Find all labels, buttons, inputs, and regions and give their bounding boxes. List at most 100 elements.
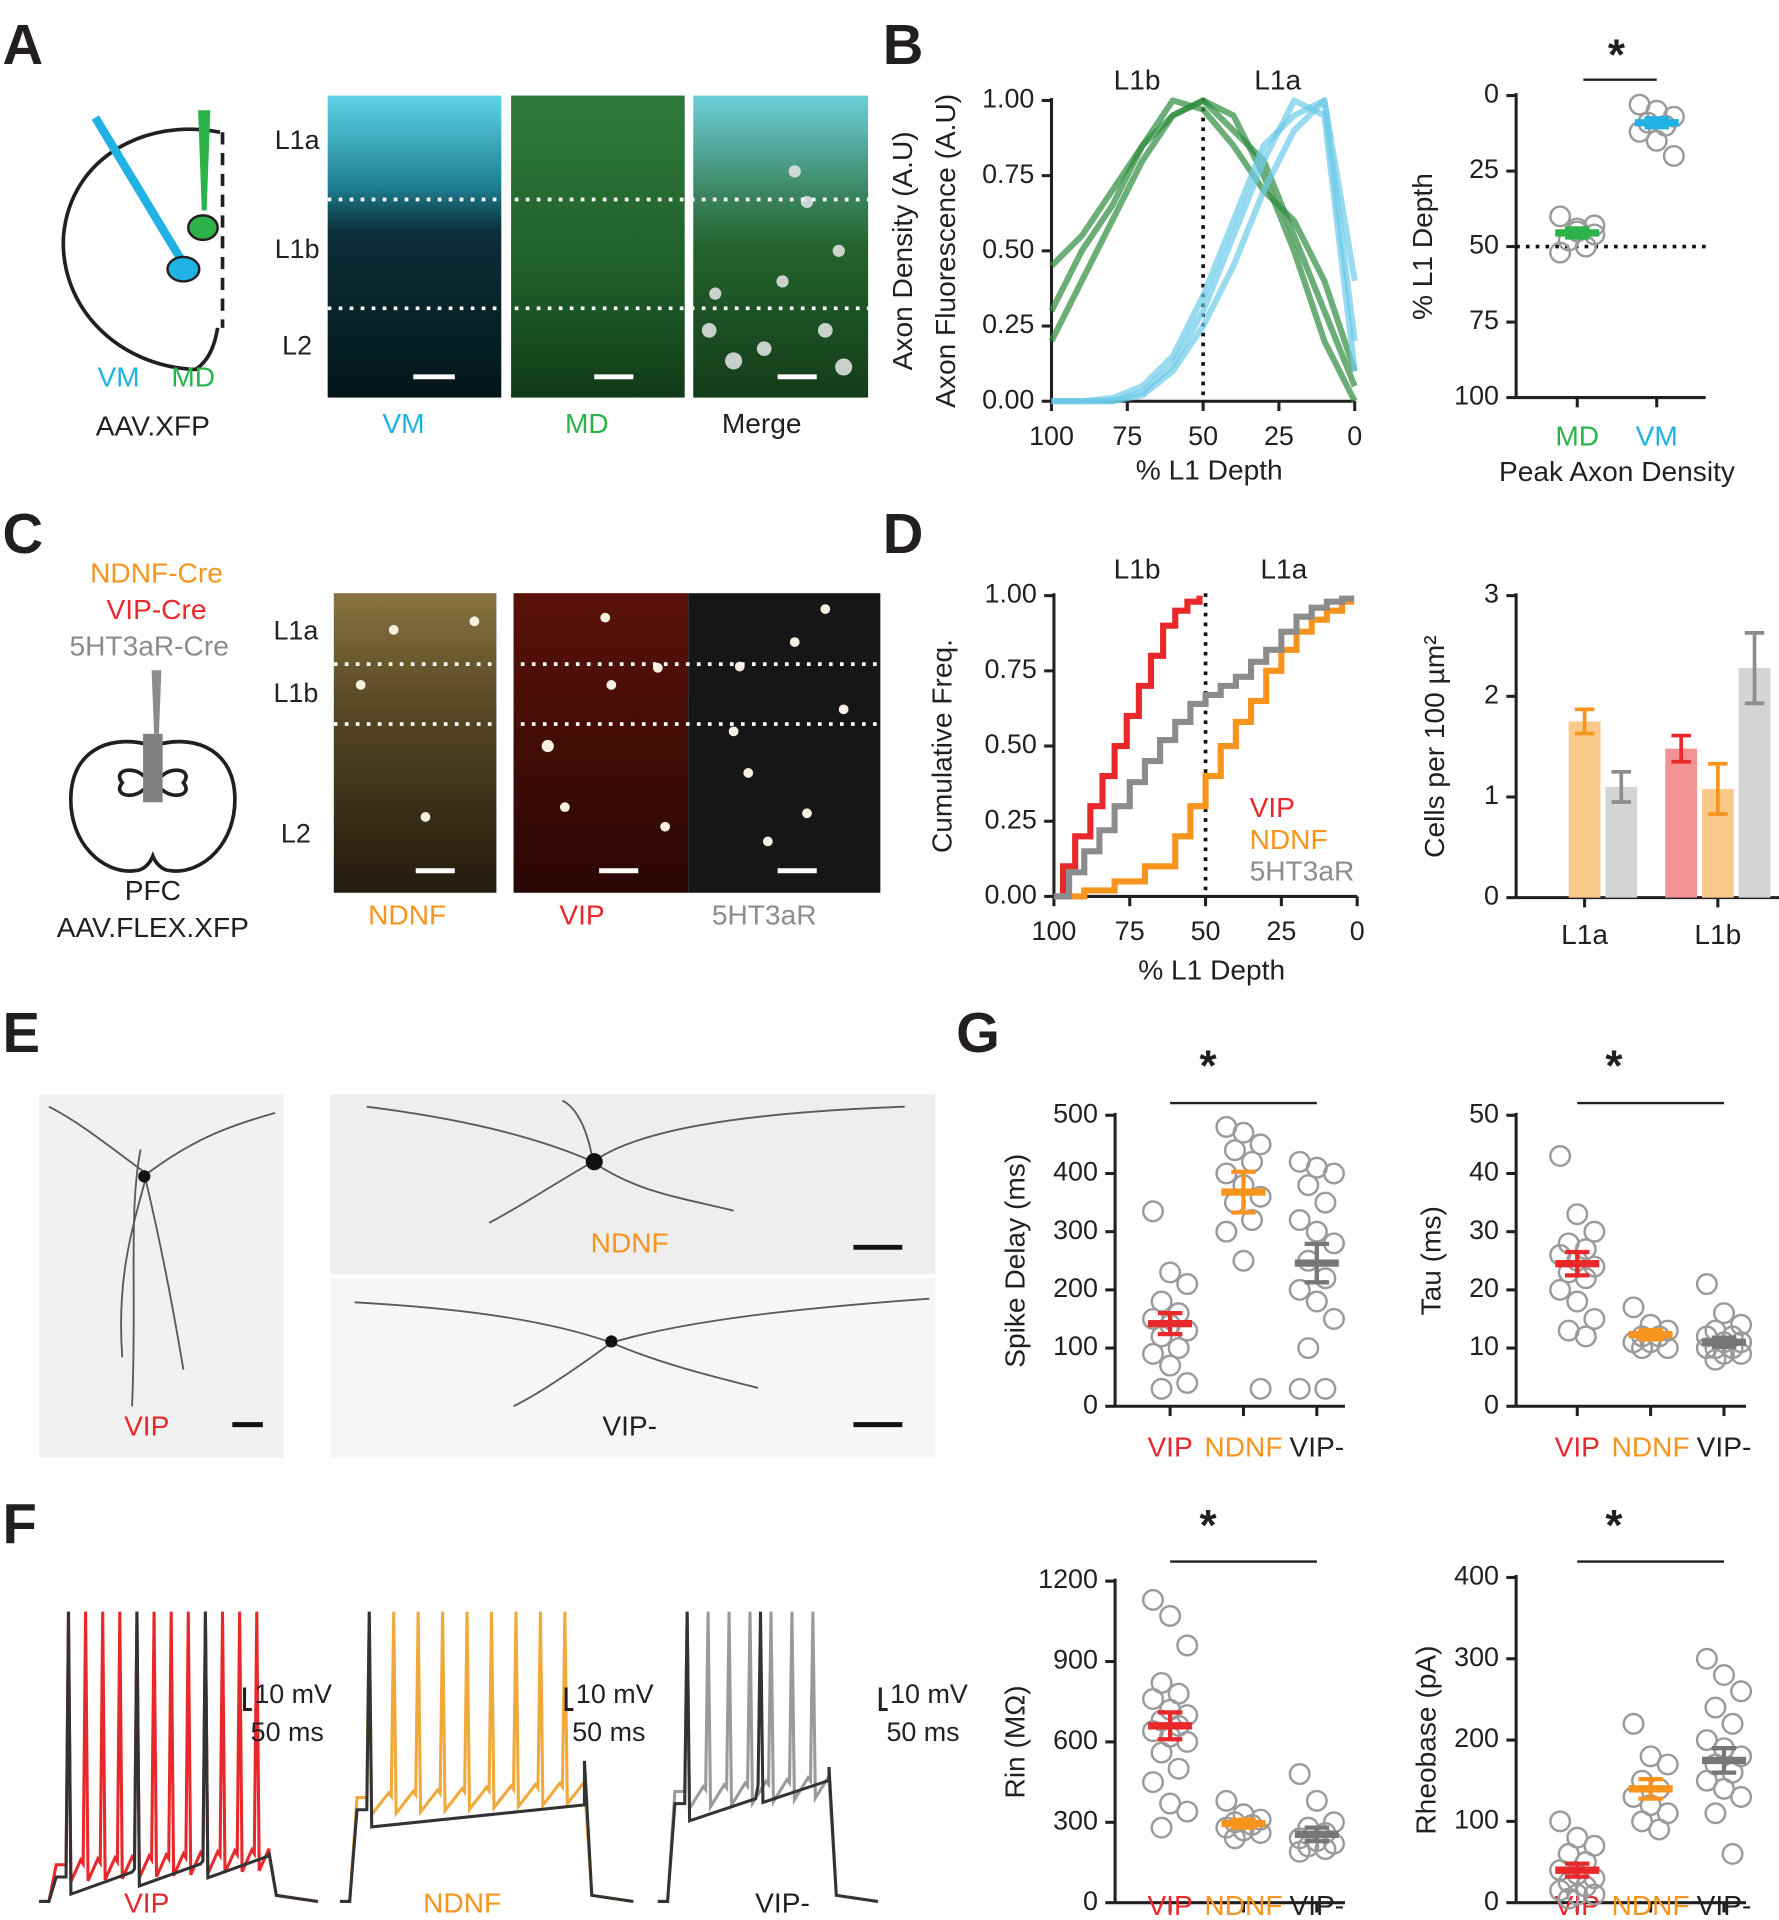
scale-label: 50 ms	[886, 1717, 959, 1747]
legend-label: VIP	[1250, 792, 1295, 823]
y-axis-label: Cells per 100 µm²	[1419, 635, 1450, 857]
significance-star: *	[1608, 30, 1626, 79]
data-point	[1730, 1680, 1753, 1703]
micrograph	[513, 593, 689, 893]
data-point	[1322, 1307, 1345, 1330]
data-line	[1049, 97, 1358, 388]
error-bar	[1644, 116, 1669, 130]
y-tick-label: 600	[1053, 1725, 1098, 1755]
micrograph	[688, 593, 881, 893]
data-point	[1721, 1842, 1744, 1865]
data-point	[1314, 1377, 1337, 1400]
y-tick-label: 50	[1469, 230, 1499, 260]
error-bar	[1231, 1169, 1256, 1215]
image-label: 5HT3aR	[712, 900, 817, 931]
data-point	[1288, 1377, 1311, 1400]
image-label: Merge	[722, 408, 802, 439]
morphology-images	[39, 1094, 936, 1458]
data-point	[1557, 1887, 1580, 1910]
y-tick-label: 0.25	[985, 804, 1037, 834]
data-point	[1241, 1150, 1264, 1173]
x-tick-label: VIP	[1147, 1890, 1192, 1920]
y-axis-label: Cumulative Freq.	[926, 639, 957, 853]
data-point	[1648, 1818, 1671, 1841]
data-point	[1549, 205, 1572, 228]
step-line	[1053, 595, 1355, 900]
image-label: NDNF	[591, 1227, 669, 1258]
data-point	[1241, 1209, 1264, 1232]
data-point	[1549, 1278, 1572, 1301]
y-tick-label: 400	[1053, 1157, 1098, 1187]
voltage-trace	[657, 1611, 879, 1903]
data-point	[1150, 1816, 1173, 1839]
layer-label: L2	[281, 818, 311, 848]
data-point	[1150, 1377, 1173, 1400]
data-point	[1695, 1647, 1718, 1670]
x-tick-label: NDNF	[1612, 1431, 1690, 1462]
error-bar	[1711, 1746, 1737, 1775]
x-tick-label: VIP-	[1289, 1431, 1344, 1462]
trace-label: VIP-	[755, 1888, 810, 1919]
y-tick-label: 1200	[1038, 1564, 1098, 1594]
x-tick-label: VM	[1636, 420, 1678, 451]
error-bar	[1638, 1327, 1663, 1342]
micrograph	[333, 593, 497, 893]
y-tick-label: 0.00	[985, 880, 1037, 910]
y-axis-label: Spike Delay (ms)	[1000, 1154, 1031, 1368]
data-point	[1215, 1220, 1238, 1243]
y-tick-label: 0.25	[982, 309, 1034, 339]
micrograph	[327, 95, 502, 398]
data-point	[1288, 1209, 1311, 1232]
data-point	[1167, 1337, 1190, 1360]
y-tick-label: 400	[1454, 1561, 1499, 1591]
y-tick-label: 100	[1053, 1331, 1098, 1361]
image-label: VIP	[559, 900, 604, 931]
error-bar	[1611, 769, 1632, 804]
error-bar	[1157, 1311, 1183, 1337]
image-label: VIP-	[602, 1411, 657, 1442]
panel-letter: D	[883, 502, 924, 565]
y-tick-label: 0	[1083, 1886, 1098, 1916]
error-bar	[1638, 1776, 1663, 1801]
region-label: PFC	[125, 875, 181, 906]
data-point	[1305, 1290, 1328, 1313]
data-point	[1141, 1200, 1164, 1223]
bar	[1738, 668, 1771, 898]
voltage-trace	[39, 1611, 319, 1903]
error-bar	[1565, 1861, 1590, 1879]
layer-label: L1a	[273, 615, 318, 645]
significance-star: *	[1605, 1501, 1623, 1550]
x-tick-label: NDNF	[1204, 1890, 1282, 1920]
y-tick-label: 0.75	[985, 654, 1037, 684]
x-tick-label: 0	[1350, 916, 1365, 946]
data-point	[1159, 1354, 1182, 1377]
y-tick-label: 0.75	[982, 159, 1034, 189]
micrograph	[330, 1094, 936, 1275]
data-point	[1215, 1789, 1238, 1812]
data-point	[1574, 1325, 1597, 1348]
x-tick-label: 100	[1029, 421, 1074, 451]
data-point	[1288, 1278, 1311, 1301]
legend-label: NDNF	[1250, 824, 1328, 855]
data-point	[1232, 1121, 1255, 1144]
x-tick-label: 50	[1191, 916, 1221, 946]
x-tick-label: VIP-	[1289, 1890, 1344, 1920]
error-bar	[1708, 761, 1728, 816]
panel-letter: B	[883, 13, 924, 76]
x-tick-label: 75	[1112, 421, 1142, 451]
data-point	[1566, 1203, 1589, 1226]
bar	[1605, 786, 1638, 898]
virus-label: AAV.XFP	[96, 411, 210, 442]
y-axis-label: Axon Fluorescence (A.U)	[930, 94, 961, 408]
data-point	[1249, 1377, 1272, 1400]
legend-label: 5HT3aR	[1250, 856, 1355, 887]
layer-label: L2	[282, 331, 312, 361]
data-point	[1322, 1162, 1345, 1185]
y-tick-label: 20	[1469, 1273, 1499, 1303]
x-tick-label: 25	[1264, 421, 1294, 451]
data-point	[1695, 1273, 1718, 1296]
scale-label: 10 mV	[890, 1679, 968, 1709]
data-point	[1159, 1604, 1182, 1627]
x-tick-label: MD	[1555, 420, 1599, 451]
